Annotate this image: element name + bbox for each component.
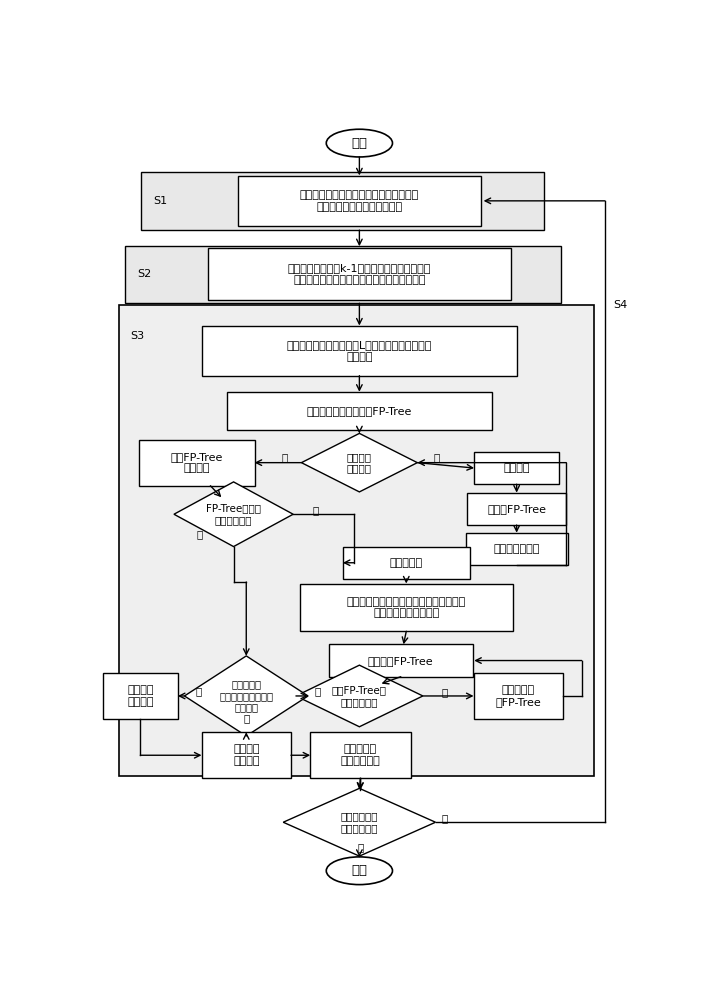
Ellipse shape [326, 857, 392, 885]
Text: 否: 否 [312, 505, 318, 515]
FancyBboxPatch shape [142, 172, 544, 230]
Text: 生成FP-Tree
和项头表: 生成FP-Tree 和项头表 [170, 452, 223, 473]
Text: S1: S1 [154, 196, 168, 206]
Text: 否: 否 [441, 687, 448, 697]
FancyBboxPatch shape [474, 452, 560, 484]
Text: 条件FP-Tree只
含单一路径？: 条件FP-Tree只 含单一路径？ [332, 685, 387, 707]
FancyBboxPatch shape [139, 440, 255, 486]
Text: 将每个事务项的前k-1个父亲项添加到当前事务
中，删除重复的事务项的到约束扩展的事务集: 将每个事务项的前k-1个父亲项添加到当前事务 中，删除重复的事务项的到约束扩展的… [288, 263, 431, 285]
Text: 再次扫描事务集，创建FP-Tree: 再次扫描事务集，创建FP-Tree [307, 406, 412, 416]
Text: 否: 否 [243, 713, 249, 723]
FancyBboxPatch shape [342, 547, 470, 579]
Text: FP-Tree为空或
只有单一路径: FP-Tree为空或 只有单一路径 [206, 503, 261, 525]
Text: 删除冗余
频繁模式: 删除冗余 频繁模式 [127, 685, 154, 707]
Polygon shape [283, 788, 436, 856]
Text: 处理事务: 处理事务 [503, 463, 530, 473]
Text: 递归挖掘条
件FP-Tree: 递归挖掘条 件FP-Tree [496, 685, 541, 707]
FancyBboxPatch shape [310, 732, 411, 778]
Text: 插入到FP-Tree: 插入到FP-Tree [487, 504, 546, 514]
Ellipse shape [326, 129, 392, 157]
FancyBboxPatch shape [300, 584, 513, 631]
Text: 创建条件FP-Tree: 创建条件FP-Tree [368, 656, 434, 666]
Text: 是: 是 [434, 452, 440, 462]
Polygon shape [301, 433, 417, 492]
Polygon shape [184, 656, 308, 736]
Text: 是: 是 [357, 843, 364, 853]
FancyBboxPatch shape [227, 392, 492, 430]
Text: 处理下一条事务: 处理下一条事务 [493, 544, 540, 554]
FancyBboxPatch shape [466, 533, 567, 565]
Text: 建立概念层次树并编码，将事务集中的事
务项用树中对应的编码号替换: 建立概念层次树并编码，将事务集中的事 务项用树中对应的编码号替换 [300, 190, 419, 212]
Text: 由频繁项集
生成关联规则: 由频繁项集 生成关联规则 [340, 744, 380, 766]
FancyBboxPatch shape [208, 248, 511, 300]
Text: 产生最大
频繁项集: 产生最大 频繁项集 [233, 744, 259, 766]
FancyBboxPatch shape [201, 732, 291, 778]
Text: 路径上每个
结点组合是否为冗余
频繁模式: 路径上每个 结点组合是否为冗余 频繁模式 [219, 679, 273, 713]
FancyBboxPatch shape [103, 673, 177, 719]
FancyBboxPatch shape [120, 305, 594, 776]
FancyBboxPatch shape [125, 246, 561, 303]
Text: 遍历项头表: 遍历项头表 [389, 558, 423, 568]
Polygon shape [296, 665, 423, 727]
Text: S3: S3 [130, 331, 145, 341]
FancyBboxPatch shape [467, 493, 566, 525]
Text: 是: 是 [195, 686, 201, 696]
Text: 开始: 开始 [352, 137, 367, 150]
Polygon shape [174, 482, 293, 547]
FancyBboxPatch shape [473, 673, 563, 719]
FancyBboxPatch shape [238, 176, 481, 226]
FancyBboxPatch shape [329, 644, 473, 677]
Text: 结束: 结束 [352, 864, 367, 877]
Text: 是: 是 [315, 686, 321, 696]
Text: 是: 是 [197, 529, 202, 539]
Text: 扫描事务集生成频繁项集L，并将其按支持度计数
降序排列: 扫描事务集生成频繁项集L，并将其按支持度计数 降序排列 [287, 340, 432, 362]
Text: 还有未处
理事务？: 还有未处 理事务？ [347, 452, 372, 473]
Text: 找出项头表中每个事务项的条件模式基组
成该事物项的子数据集: 找出项头表中每个事务项的条件模式基组 成该事物项的子数据集 [347, 597, 466, 618]
Text: S4: S4 [613, 300, 627, 310]
Text: S2: S2 [137, 269, 152, 279]
FancyBboxPatch shape [202, 326, 517, 376]
Text: 否: 否 [441, 813, 448, 823]
Text: 否: 否 [282, 452, 288, 462]
Text: 风险度是否小
于极大风险值: 风险度是否小 于极大风险值 [340, 811, 378, 833]
